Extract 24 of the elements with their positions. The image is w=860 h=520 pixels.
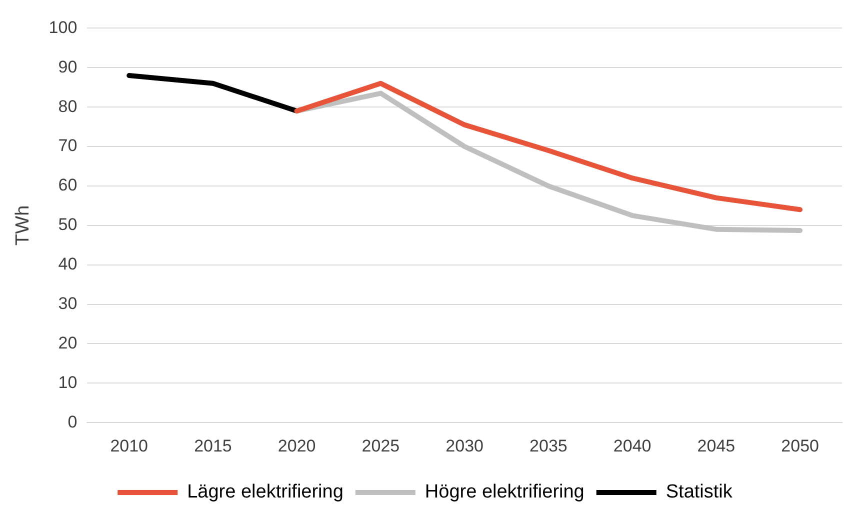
y-tick-label: 50 [58,215,78,234]
y-tick-label: 40 [58,254,78,274]
y-tick-label: 80 [58,96,78,116]
x-tick-label: 2010 [110,436,148,456]
y-tick-label: 90 [58,57,78,76]
y-tick-label: 30 [58,294,78,313]
x-tick-label: 2040 [613,436,652,456]
x-tick-label: 2050 [781,436,819,456]
y-tick-label: 10 [58,372,78,392]
x-tick-label: 2015 [194,436,232,456]
y-tick-label: 60 [58,176,78,195]
legend-label: Högre elektrifiering [424,482,584,503]
x-tick-label: 2045 [697,436,736,456]
x-tick-label: 2025 [362,436,400,456]
x-tick-label: 2020 [278,436,316,456]
x-tick-label: 2030 [446,436,484,456]
y-tick-label: 20 [58,333,78,352]
y-tick-label: 70 [58,136,78,156]
y-tick-label: 0 [68,412,78,432]
legend-label: Statistik [666,482,733,503]
y-tick-label: 100 [48,18,78,37]
legend-label: Lägre elektrifiering [187,482,344,503]
y-axis-title: TWh [12,205,34,246]
x-tick-label: 2035 [530,436,568,456]
